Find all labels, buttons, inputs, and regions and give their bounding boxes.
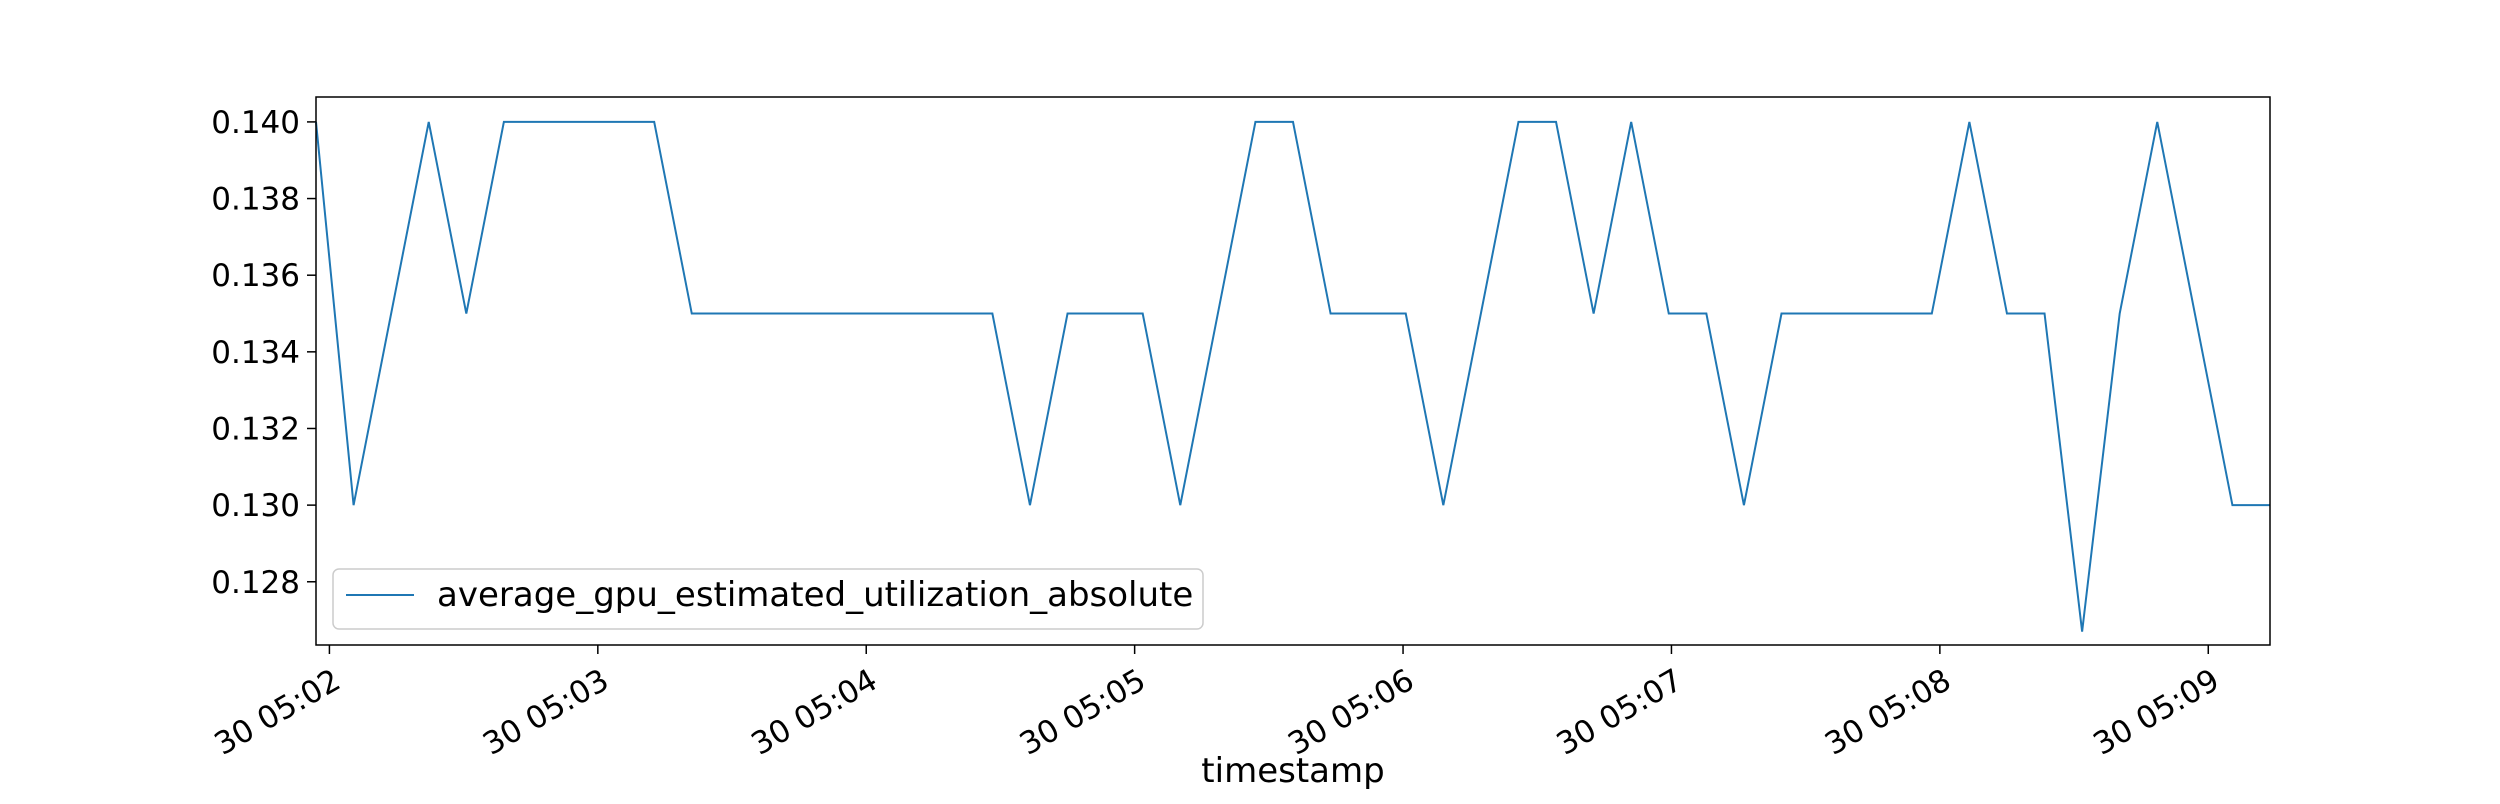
y-tick-label: 0.132 (211, 411, 300, 447)
x-tick-label: 30 05:03 (477, 662, 615, 762)
legend: average_gpu_estimated_utilization_absolu… (332, 568, 1204, 630)
legend-box (332, 568, 1204, 630)
x-tick-label: 30 05:09 (2087, 662, 2225, 762)
y-tick-label: 0.130 (211, 488, 300, 524)
plot-frame (315, 96, 2271, 646)
legend-label: average_gpu_estimated_utilization_absolu… (437, 575, 1193, 615)
x-axis-label: timestamp (1201, 751, 1384, 791)
x-tick-label: 30 05:06 (1282, 662, 1420, 762)
x-tick-label: 30 05:02 (209, 662, 347, 762)
x-tick-label: 30 05:04 (745, 662, 883, 762)
plot-area-background (316, 97, 2270, 645)
x-axis: 30 05:02 30 05:03 30 05:04 30 05:05 30 05:06… (209, 645, 2225, 763)
series-layer (315, 120, 2270, 632)
y-tick-label: 0.138 (211, 182, 300, 218)
series-line (315, 120, 2270, 632)
x-tick-label: 30 05:05 (1014, 662, 1152, 762)
y-tick-label: 0.128 (211, 565, 300, 601)
x-tick-label: 30 05:07 (1551, 662, 1689, 762)
y-axis: 0.128 0.130 0.132 0.134 0.136 0.138 0.140 (211, 105, 316, 601)
y-tick-label: 0.136 (211, 258, 300, 294)
y-tick-label: 0.140 (211, 105, 300, 141)
x-tick-label: 30 05:08 (1819, 662, 1957, 762)
y-tick-label: 0.134 (211, 335, 300, 371)
